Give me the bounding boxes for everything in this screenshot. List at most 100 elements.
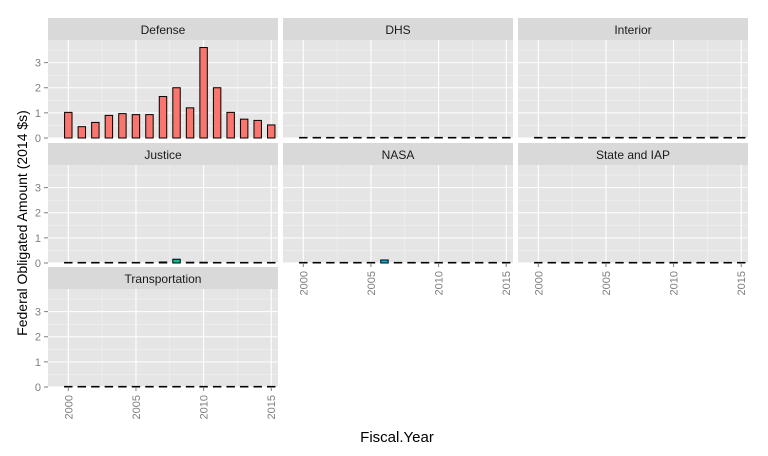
bar	[588, 136, 597, 139]
bar	[64, 385, 73, 388]
bar	[118, 261, 127, 264]
bar	[393, 261, 403, 264]
facet-defense: Defense 0 1 2 3	[35, 18, 278, 145]
bar	[145, 114, 154, 139]
bar	[239, 118, 249, 139]
bar	[547, 261, 557, 264]
bar	[299, 136, 308, 139]
bar	[172, 258, 181, 264]
bar	[407, 136, 416, 139]
bar	[380, 136, 389, 139]
bar	[212, 261, 222, 264]
bar	[185, 385, 195, 388]
x-tick-label: 2015	[266, 395, 278, 419]
bar	[574, 261, 584, 264]
bar	[601, 136, 611, 139]
bar	[312, 261, 322, 264]
facet-strip	[518, 18, 748, 40]
panel-background	[283, 40, 513, 138]
bar	[131, 261, 141, 264]
bar	[199, 47, 208, 139]
bar	[682, 136, 692, 139]
x-tick-label: 2000	[63, 395, 75, 419]
bar	[267, 261, 276, 264]
facet-strip	[48, 267, 278, 289]
bar	[199, 261, 208, 264]
bar	[461, 261, 470, 264]
bar	[91, 121, 100, 139]
bar	[77, 126, 87, 139]
x-tick-label: 2000	[298, 271, 310, 295]
bar	[474, 136, 484, 139]
bar	[172, 87, 181, 139]
facet-interior: Interior	[518, 18, 748, 139]
bar	[312, 136, 322, 139]
bar	[434, 136, 443, 139]
x-tick-label: 2005	[131, 395, 143, 419]
bar	[534, 261, 543, 264]
x-tick-label: 2010	[669, 271, 681, 295]
facet-title: NASA	[382, 148, 415, 162]
bar	[353, 261, 362, 264]
bar	[502, 136, 511, 139]
bar	[655, 136, 665, 139]
bar	[226, 385, 235, 388]
bar	[353, 136, 362, 139]
y-tick-label: 3	[35, 58, 41, 70]
bar	[502, 261, 511, 264]
facet-title: Defense	[141, 23, 186, 37]
panel-background	[518, 40, 748, 138]
bar	[158, 96, 168, 139]
bar	[561, 136, 570, 139]
facet-strip	[48, 18, 278, 40]
bar	[420, 261, 430, 264]
bar	[253, 119, 262, 139]
bar	[158, 385, 168, 388]
facet-title: Justice	[144, 148, 182, 162]
facet-strip	[283, 18, 513, 40]
bar	[104, 114, 114, 139]
bar	[339, 261, 349, 264]
facet-transportation: Transportation 0 1 2 3 2000 2005 2010 2015	[35, 267, 278, 419]
bar	[104, 261, 114, 264]
bar	[131, 114, 141, 139]
y-tick-label: 1	[35, 233, 41, 245]
bar	[615, 261, 624, 264]
x-tick-label: 2015	[736, 271, 748, 295]
y-tick-label: 0	[35, 258, 41, 270]
facet-title: State and IAP	[596, 148, 670, 162]
facet-strip	[518, 143, 748, 165]
bar	[145, 261, 154, 264]
bar	[239, 385, 249, 388]
x-tick-label: 2000	[533, 271, 545, 295]
facet-title: Transportation	[125, 272, 202, 286]
bar	[64, 111, 73, 139]
bar	[226, 111, 235, 139]
bar	[669, 261, 678, 264]
bar	[737, 261, 746, 264]
facet-justice: Justice 0 1 2 3	[35, 143, 278, 270]
bar	[434, 261, 443, 264]
bar	[299, 261, 308, 264]
y-tick-label: 0	[35, 382, 41, 394]
bar	[628, 136, 638, 139]
facet-title: Interior	[614, 23, 651, 37]
bar	[601, 261, 611, 264]
bar	[534, 136, 543, 139]
bar	[212, 385, 222, 388]
facet-nasa: NASA 2000 2005 2010 2015	[283, 143, 513, 295]
bar	[615, 136, 624, 139]
bar	[91, 385, 100, 388]
bar	[366, 136, 376, 139]
panel-background	[518, 165, 748, 263]
y-tick-label: 1	[35, 108, 41, 120]
x-tick-label: 2015	[501, 271, 513, 295]
bar	[420, 136, 430, 139]
panel-background	[283, 165, 513, 263]
bar	[366, 261, 376, 264]
bar	[737, 136, 746, 139]
x-tick-label: 2005	[366, 271, 378, 295]
bar	[696, 261, 705, 264]
bar	[393, 136, 403, 139]
